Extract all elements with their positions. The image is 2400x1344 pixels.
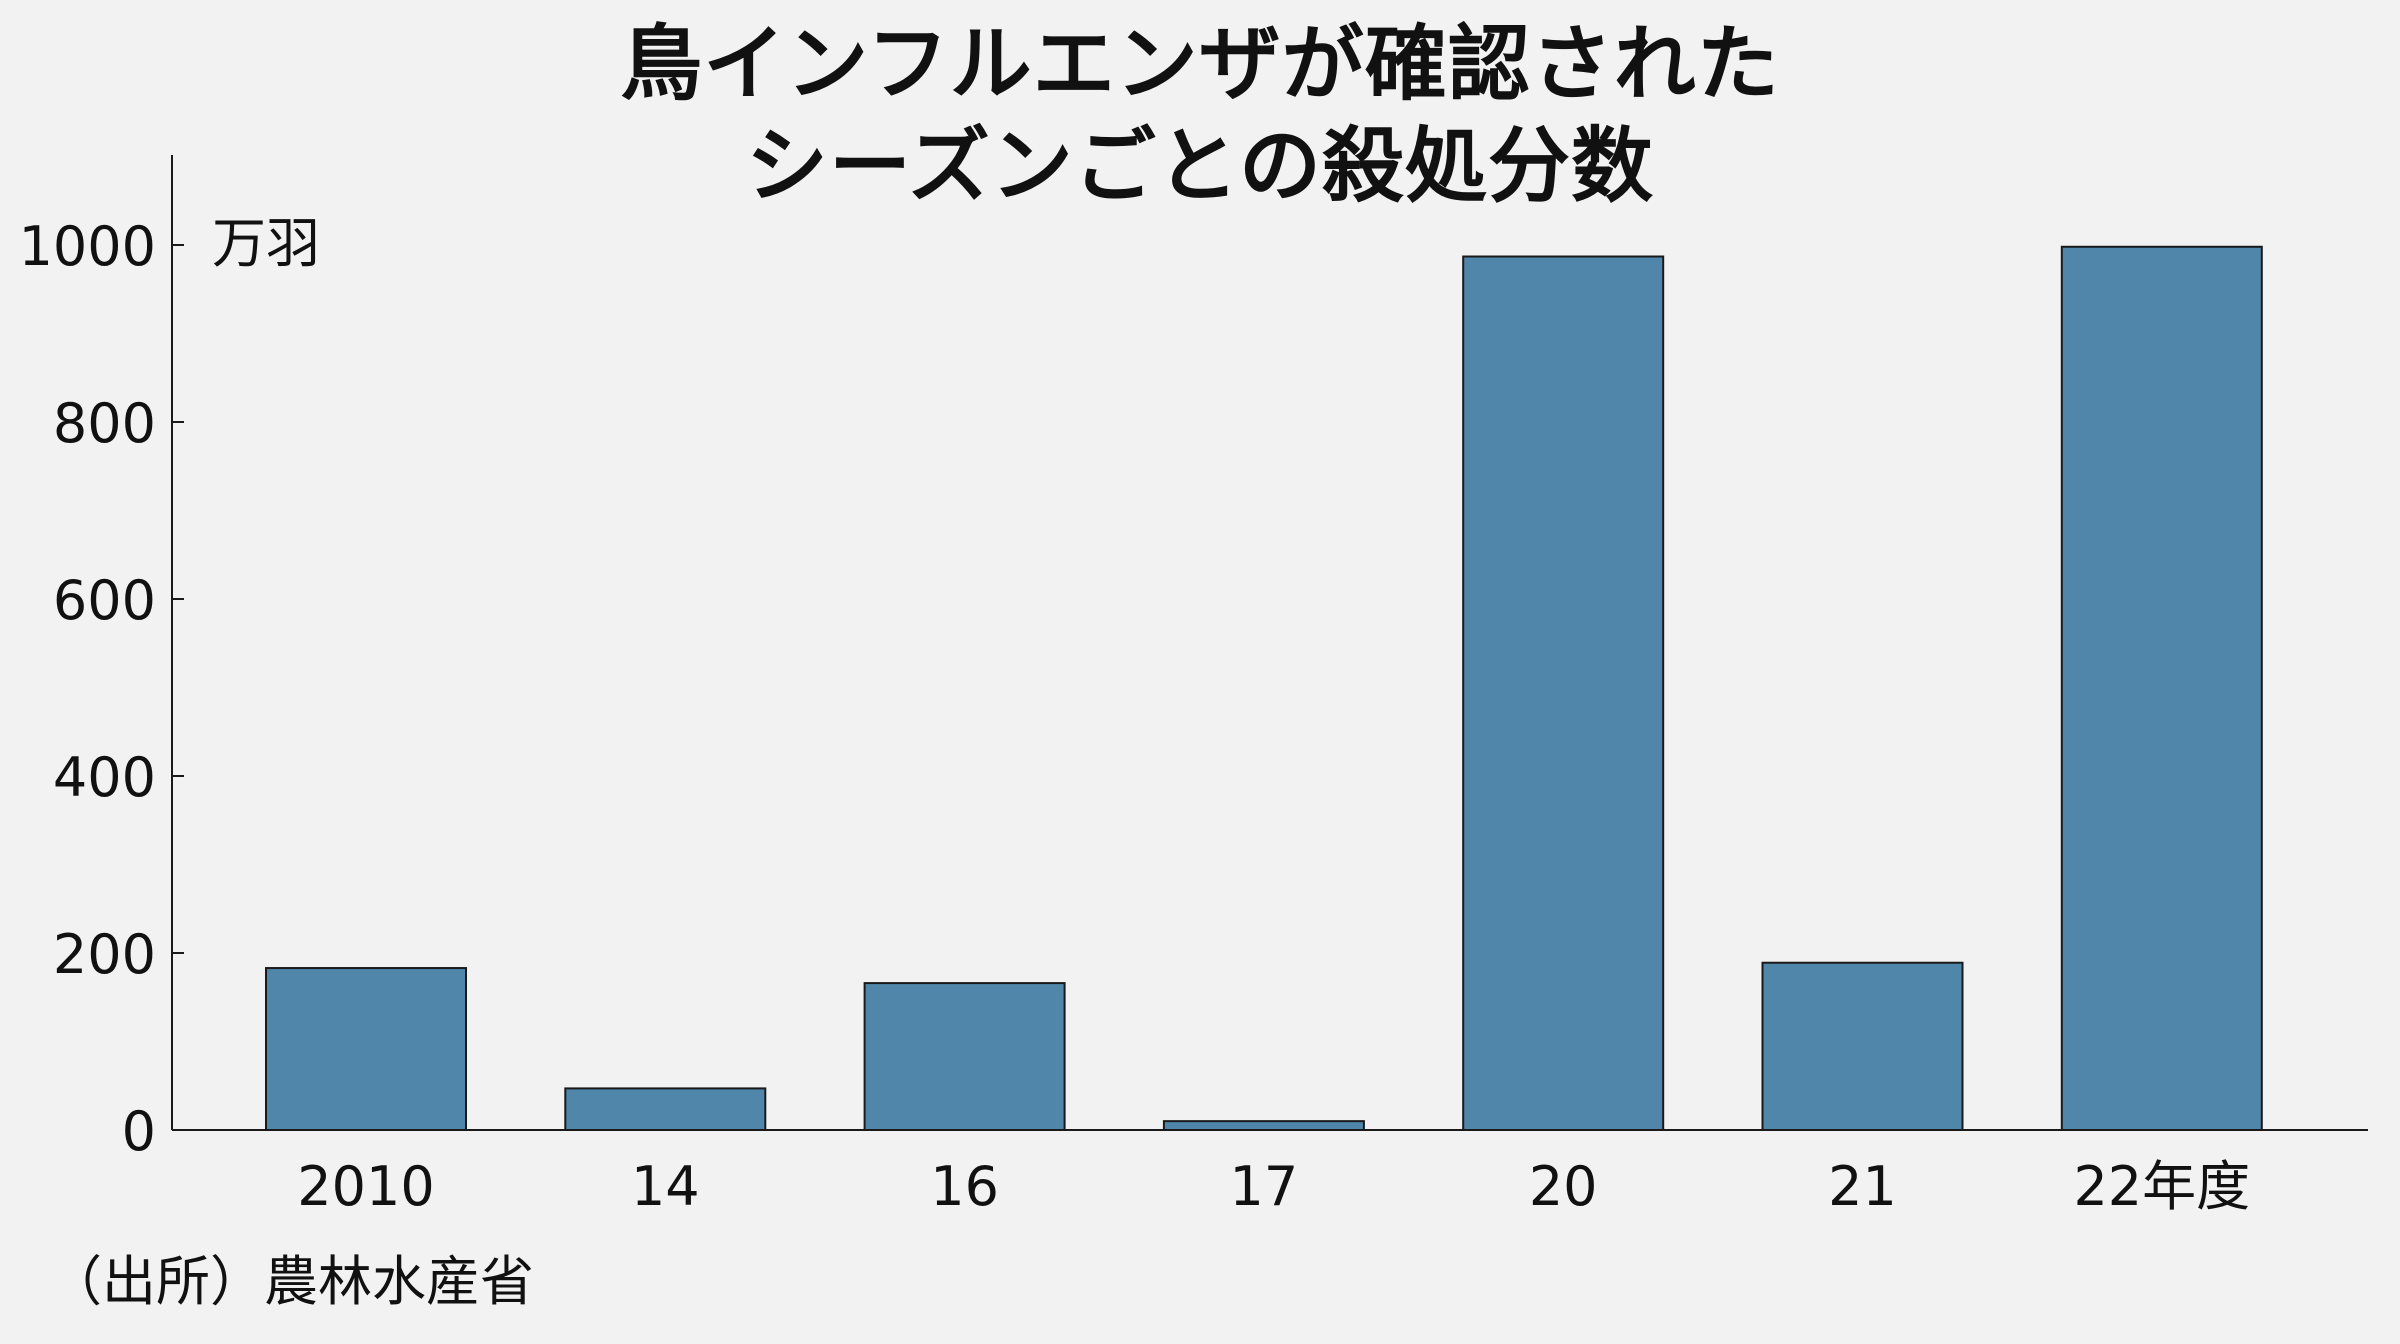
chart-title: 鳥インフルエンザが確認された シーズンごとの殺処分数	[0, 14, 2400, 218]
bar-2	[564, 1087, 767, 1132]
x-tick-label: 2010	[297, 1155, 434, 1218]
x-tick-label: 16	[930, 1155, 999, 1218]
x-tick-label: 21	[1828, 1155, 1897, 1218]
chart-bars	[265, 245, 2263, 1132]
x-tick-label: 20	[1529, 1155, 1598, 1218]
y-tick-label: 800	[53, 392, 156, 455]
y-axis-unit-label: 万羽	[212, 212, 320, 275]
x-tick-label: 14	[631, 1155, 700, 1218]
bar-7	[2060, 245, 2263, 1131]
y-tick-label: 400	[53, 746, 156, 809]
x-axis-labels: 2010 14 16 17 20 21 22年度	[297, 1155, 2250, 1218]
y-tick-label: 200	[53, 923, 156, 986]
x-tick-label: 17	[1230, 1155, 1299, 1218]
y-axis-ticks: 0 200 400 600 800 1000	[19, 215, 184, 1163]
x-tick-label: 22年度	[2073, 1155, 2250, 1218]
bar-5	[1462, 255, 1665, 1131]
chart-axes	[171, 155, 2368, 1131]
y-tick-label: 600	[53, 569, 156, 632]
bar-6	[1761, 961, 1964, 1131]
y-tick-label: 0	[122, 1100, 156, 1163]
chart-title-line-2: シーズンごとの殺処分数	[745, 119, 1655, 214]
y-tick-label: 1000	[19, 215, 156, 278]
bar-4	[1162, 1120, 1365, 1132]
chart-title-line-1: 鳥インフルエンザが確認された	[620, 17, 1780, 112]
source-note: （出所）農林水産省	[48, 1250, 534, 1313]
bar-1	[265, 967, 467, 1131]
bar-3	[863, 982, 1066, 1132]
